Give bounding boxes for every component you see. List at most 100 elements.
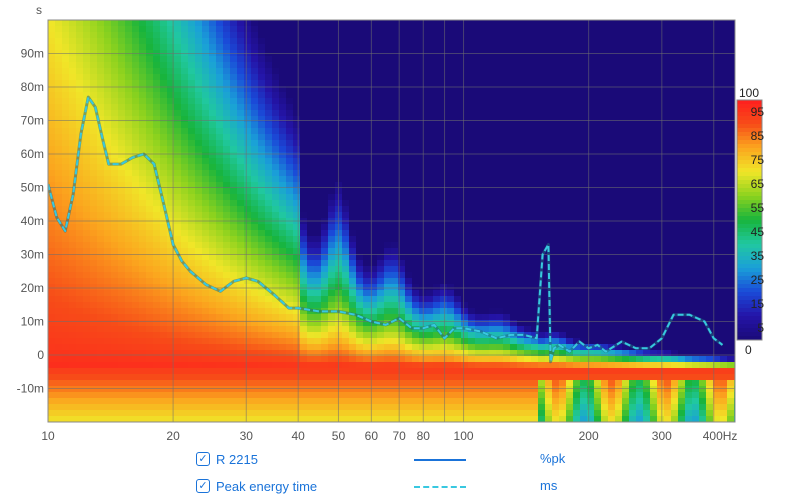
colorbar-segment — [737, 140, 762, 145]
colorbar-segment — [737, 224, 762, 229]
colorbar-segment — [737, 236, 762, 241]
colorbar-segment — [737, 308, 762, 313]
y-tick-label: 70m — [21, 114, 44, 128]
colorbar-tick-label: 85 — [751, 129, 765, 143]
y-tick-label: 0 — [37, 348, 44, 362]
colorbar-segment — [737, 312, 762, 317]
colorbar-segment — [737, 316, 762, 321]
colorbar-segment — [737, 276, 762, 281]
x-tick-label: 60 — [365, 429, 379, 443]
colorbar-segment — [737, 324, 762, 329]
colorbar-tick-label: 55 — [751, 201, 765, 215]
x-tick-label: 100 — [454, 429, 474, 443]
colorbar-segment — [737, 144, 762, 149]
colorbar-segment — [737, 228, 762, 233]
colorbar-tick-label: 75 — [751, 153, 765, 167]
x-tick-label: 20 — [166, 429, 180, 443]
colorbar-tick-label: 95 — [751, 105, 765, 119]
colorbar-segment — [737, 320, 762, 325]
x-tick-label: 200 — [579, 429, 599, 443]
y-tick-label: 20m — [21, 281, 44, 295]
colorbar-segment — [737, 304, 762, 309]
legend-swatch-dashed — [414, 486, 466, 488]
colorbar-tick-label: 15 — [751, 297, 765, 311]
y-tick-label: 80m — [21, 80, 44, 94]
colorbar-segment — [737, 104, 762, 109]
colorbar: 100 0 95 85 75 65 55 45 35 25 15 5 — [736, 86, 765, 357]
colorbar-segment — [737, 256, 762, 261]
y-tick-label: 50m — [21, 181, 44, 195]
colorbar-segment — [737, 156, 762, 161]
colorbar-segment — [737, 152, 762, 157]
x-tick-label: 10 — [41, 429, 55, 443]
colorbar-frame — [736, 99, 763, 341]
legend-row-peak-energy-time: ✓ Peak energy time — [196, 477, 317, 495]
peak-energy-time-line — [48, 96, 724, 363]
x-tick-label: 50 — [332, 429, 346, 443]
r2215-checkbox[interactable]: ✓ — [196, 452, 210, 466]
colorbar-segment — [737, 192, 762, 197]
colorbar-segment — [737, 208, 762, 213]
y-tick-label: -10m — [17, 382, 44, 396]
colorbar-segment — [737, 116, 762, 121]
colorbar-segment — [737, 216, 762, 221]
y-tick-label: 40m — [21, 214, 44, 228]
x-tick-label: 30 — [240, 429, 254, 443]
colorbar-segment — [737, 136, 762, 141]
colorbar-segment — [737, 332, 762, 337]
y-tick-label: 90m — [21, 47, 44, 61]
colorbar-segment — [737, 124, 762, 129]
colorbar-segment — [737, 172, 762, 177]
y-tick-label: 60m — [21, 147, 44, 161]
colorbar-segment — [737, 300, 762, 305]
x-tick-label: 70 — [393, 429, 407, 443]
colorbar-segment — [737, 328, 762, 333]
colorbar-segment — [737, 100, 762, 105]
legend-unit-ms: ms — [540, 478, 558, 493]
colorbar-segment — [737, 252, 762, 257]
colorbar-segment — [737, 248, 762, 253]
y-tick-labels: 90m 80m 70m 60m 50m 40m 30m 20m 10m 0 -10m — [17, 47, 45, 396]
colorbar-segment — [737, 212, 762, 217]
colorbar-segment — [737, 284, 762, 289]
colorbar-segment — [737, 296, 762, 301]
plot-frame — [47, 19, 736, 423]
colorbar-tick-label: 35 — [751, 249, 765, 263]
legend-row-r2215: ✓ R 2215 — [196, 450, 258, 468]
colorbar-segment — [737, 108, 762, 113]
x-tick-labels: 10 20 30 40 50 60 70 80 100 200 300 400Hz — [41, 429, 737, 443]
colorbar-segment — [737, 196, 762, 201]
legend-swatch-solid — [414, 459, 466, 461]
colorbar-segment — [737, 272, 762, 277]
peak-energy-time-checkbox[interactable]: ✓ — [196, 479, 210, 493]
colorbar-segment — [737, 240, 762, 245]
legend-unit-pk: %pk — [540, 451, 566, 466]
colorbar-segment — [737, 160, 762, 165]
colorbar-segment — [737, 264, 762, 269]
colorbar-segment — [737, 112, 762, 117]
colorbar-segment — [737, 176, 762, 181]
colorbar-bottom-label: 0 — [745, 343, 752, 357]
colorbar-segment — [737, 244, 762, 249]
colorbar-segment — [737, 260, 762, 265]
colorbar-tick-label: 45 — [751, 225, 765, 239]
y-tick-label: 10m — [21, 315, 44, 329]
legend-label-peak-energy-time: Peak energy time — [216, 478, 318, 494]
colorbar-segment — [737, 336, 762, 341]
heatmap-area — [48, 20, 735, 422]
colorbar-segment — [737, 168, 762, 173]
colorbar-segment — [737, 128, 762, 133]
colorbar-top-label: 100 — [739, 86, 759, 100]
colorbar-segment — [737, 220, 762, 225]
x-tick-label: 40 — [292, 429, 306, 443]
y-axis-label: s — [36, 3, 42, 17]
colorbar-segment — [737, 200, 762, 205]
series-layer — [48, 95, 724, 364]
colorbar-segment — [737, 120, 762, 125]
colorbar-segment — [737, 280, 762, 285]
colorbar-tick-label: 25 — [751, 273, 765, 287]
colorbar-segment — [737, 184, 762, 189]
colorbar-segment — [737, 180, 762, 185]
colorbar-segment — [737, 164, 762, 169]
